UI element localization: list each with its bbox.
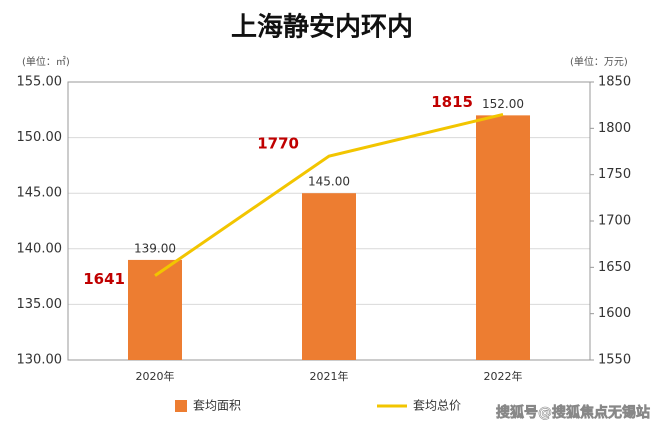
y2-tick-label: 1800 <box>598 121 631 136</box>
y-tick-label: 155.00 <box>17 75 63 90</box>
chart-title: 上海静安内环内 <box>231 12 413 43</box>
y2-tick-label: 1700 <box>598 214 631 229</box>
x-tick-label: 2022年 <box>484 369 523 383</box>
y2-tick-label: 1650 <box>598 260 631 275</box>
legend-label: 套均总价 <box>413 399 461 413</box>
line-value-label: 1770 <box>257 135 299 153</box>
legend-label: 套均面积 <box>193 399 241 413</box>
bar-value-label: 152.00 <box>482 97 524 111</box>
bar <box>128 259 182 360</box>
line-value-label: 1815 <box>431 93 473 111</box>
x-tick-label: 2020年 <box>136 369 175 383</box>
y2-tick-label: 1850 <box>598 75 631 90</box>
bar <box>476 115 530 360</box>
y-tick-label: 145.00 <box>17 186 63 201</box>
bar-value-label: 145.00 <box>308 175 350 189</box>
line <box>154 112 504 277</box>
y-tick-label: 135.00 <box>17 297 63 312</box>
y-tick-label: 130.00 <box>17 353 63 368</box>
legend-swatch <box>175 400 187 412</box>
y2-tick-label: 1550 <box>598 353 631 368</box>
y-tick-label: 150.00 <box>17 130 63 145</box>
x-tick-label: 2021年 <box>310 369 349 383</box>
line-value-label: 1641 <box>83 270 125 288</box>
bar-value-label: 139.00 <box>134 241 176 255</box>
y-tick-label: 140.00 <box>17 241 63 256</box>
watermark: 搜狐号@搜狐焦点无锡站 <box>496 404 650 421</box>
y2-unit: (单位：万元) <box>570 55 628 68</box>
bar <box>302 193 356 360</box>
y2-tick-label: 1600 <box>598 306 631 321</box>
y-unit: (单位：㎡) <box>22 55 70 68</box>
y2-tick-label: 1750 <box>598 167 631 182</box>
